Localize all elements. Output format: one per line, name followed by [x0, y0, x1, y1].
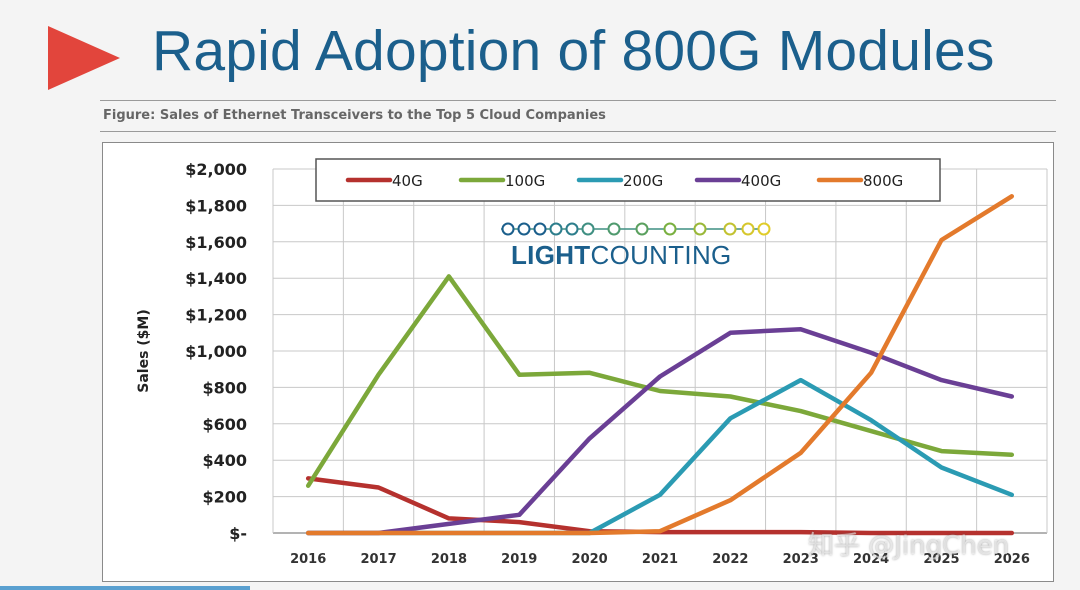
logo-dot-icon: [723, 222, 737, 236]
y-tick-label: $1,400: [185, 269, 247, 288]
logo-dot-icon: [757, 222, 771, 236]
watermark: 知乎 @JingChen: [808, 531, 1010, 561]
legend-label-100G: 100G: [505, 172, 545, 190]
chart-frame: $- $200 $400 $600 $800 $1,000 $1,200 $1,400 $1,6…: [102, 142, 1054, 582]
x-tick-label: 2016: [290, 552, 326, 567]
x-tick-label: 2024: [853, 552, 889, 567]
legend-label-200G: 200G: [623, 172, 663, 190]
caption-bottom-rule: [100, 131, 1056, 132]
figure-caption: Figure: Sales of Ethernet Transceivers t…: [103, 108, 606, 123]
y-tick-label: $1,000: [185, 342, 247, 361]
legend-label-400G: 400G: [741, 172, 781, 190]
y-axis-title: Sales ($M): [136, 309, 152, 393]
logo-dot-icon: [501, 222, 515, 236]
logo-dot-icon: [581, 222, 595, 236]
logo-dot-icon: [517, 222, 531, 236]
y-tick-label: $1,800: [185, 196, 247, 215]
y-tick-label: $1,200: [185, 306, 247, 325]
logo-dot-icon: [635, 222, 649, 236]
x-tick-label: 2018: [431, 552, 467, 567]
line-chart: $- $200 $400 $600 $800 $1,000 $1,200 $1,400 $1,6…: [136, 158, 1048, 567]
y-tick-label: $800: [202, 378, 247, 397]
x-tick-label: 2025: [923, 552, 959, 567]
series-line-800G: [305, 194, 1015, 536]
logo-dot-icon: [565, 222, 579, 236]
x-tick-label: 2026: [994, 552, 1030, 567]
x-tick-label: 2020: [572, 552, 608, 567]
x-tick-label: 2019: [501, 552, 537, 567]
y-tick-label: $1,600: [185, 233, 247, 252]
legend-label-800G: 800G: [863, 172, 903, 190]
series-line-400G: [305, 326, 1015, 536]
x-tick-label: 2017: [360, 552, 396, 567]
slide-title: Rapid Adoption of 800G Modules: [152, 19, 995, 83]
title-arrow-icon: [48, 26, 120, 90]
logo-dot-icon: [741, 222, 755, 236]
y-tick-label: $400: [202, 451, 247, 470]
legend-label-40G: 40G: [392, 172, 423, 190]
logo-dot-icon: [549, 222, 563, 236]
y-tick-label: $600: [202, 415, 247, 434]
y-tick-label: $-: [229, 524, 247, 543]
x-tick-label: 2021: [642, 552, 678, 567]
x-tick-label: 2023: [783, 552, 819, 567]
x-tick-label: 2022: [712, 552, 748, 567]
y-tick-label: $2,000: [185, 160, 247, 179]
y-tick-label: $200: [202, 488, 247, 507]
caption-top-rule: [100, 100, 1056, 101]
logo-dot-icon: [663, 222, 677, 236]
logo-dot-icon: [693, 222, 707, 236]
logo-dot-icon: [533, 222, 547, 236]
bottom-accent-bar: [0, 586, 250, 590]
logo-wordmark: LIGHTCOUNTING: [511, 240, 732, 270]
logo-dot-icon: [607, 222, 621, 236]
